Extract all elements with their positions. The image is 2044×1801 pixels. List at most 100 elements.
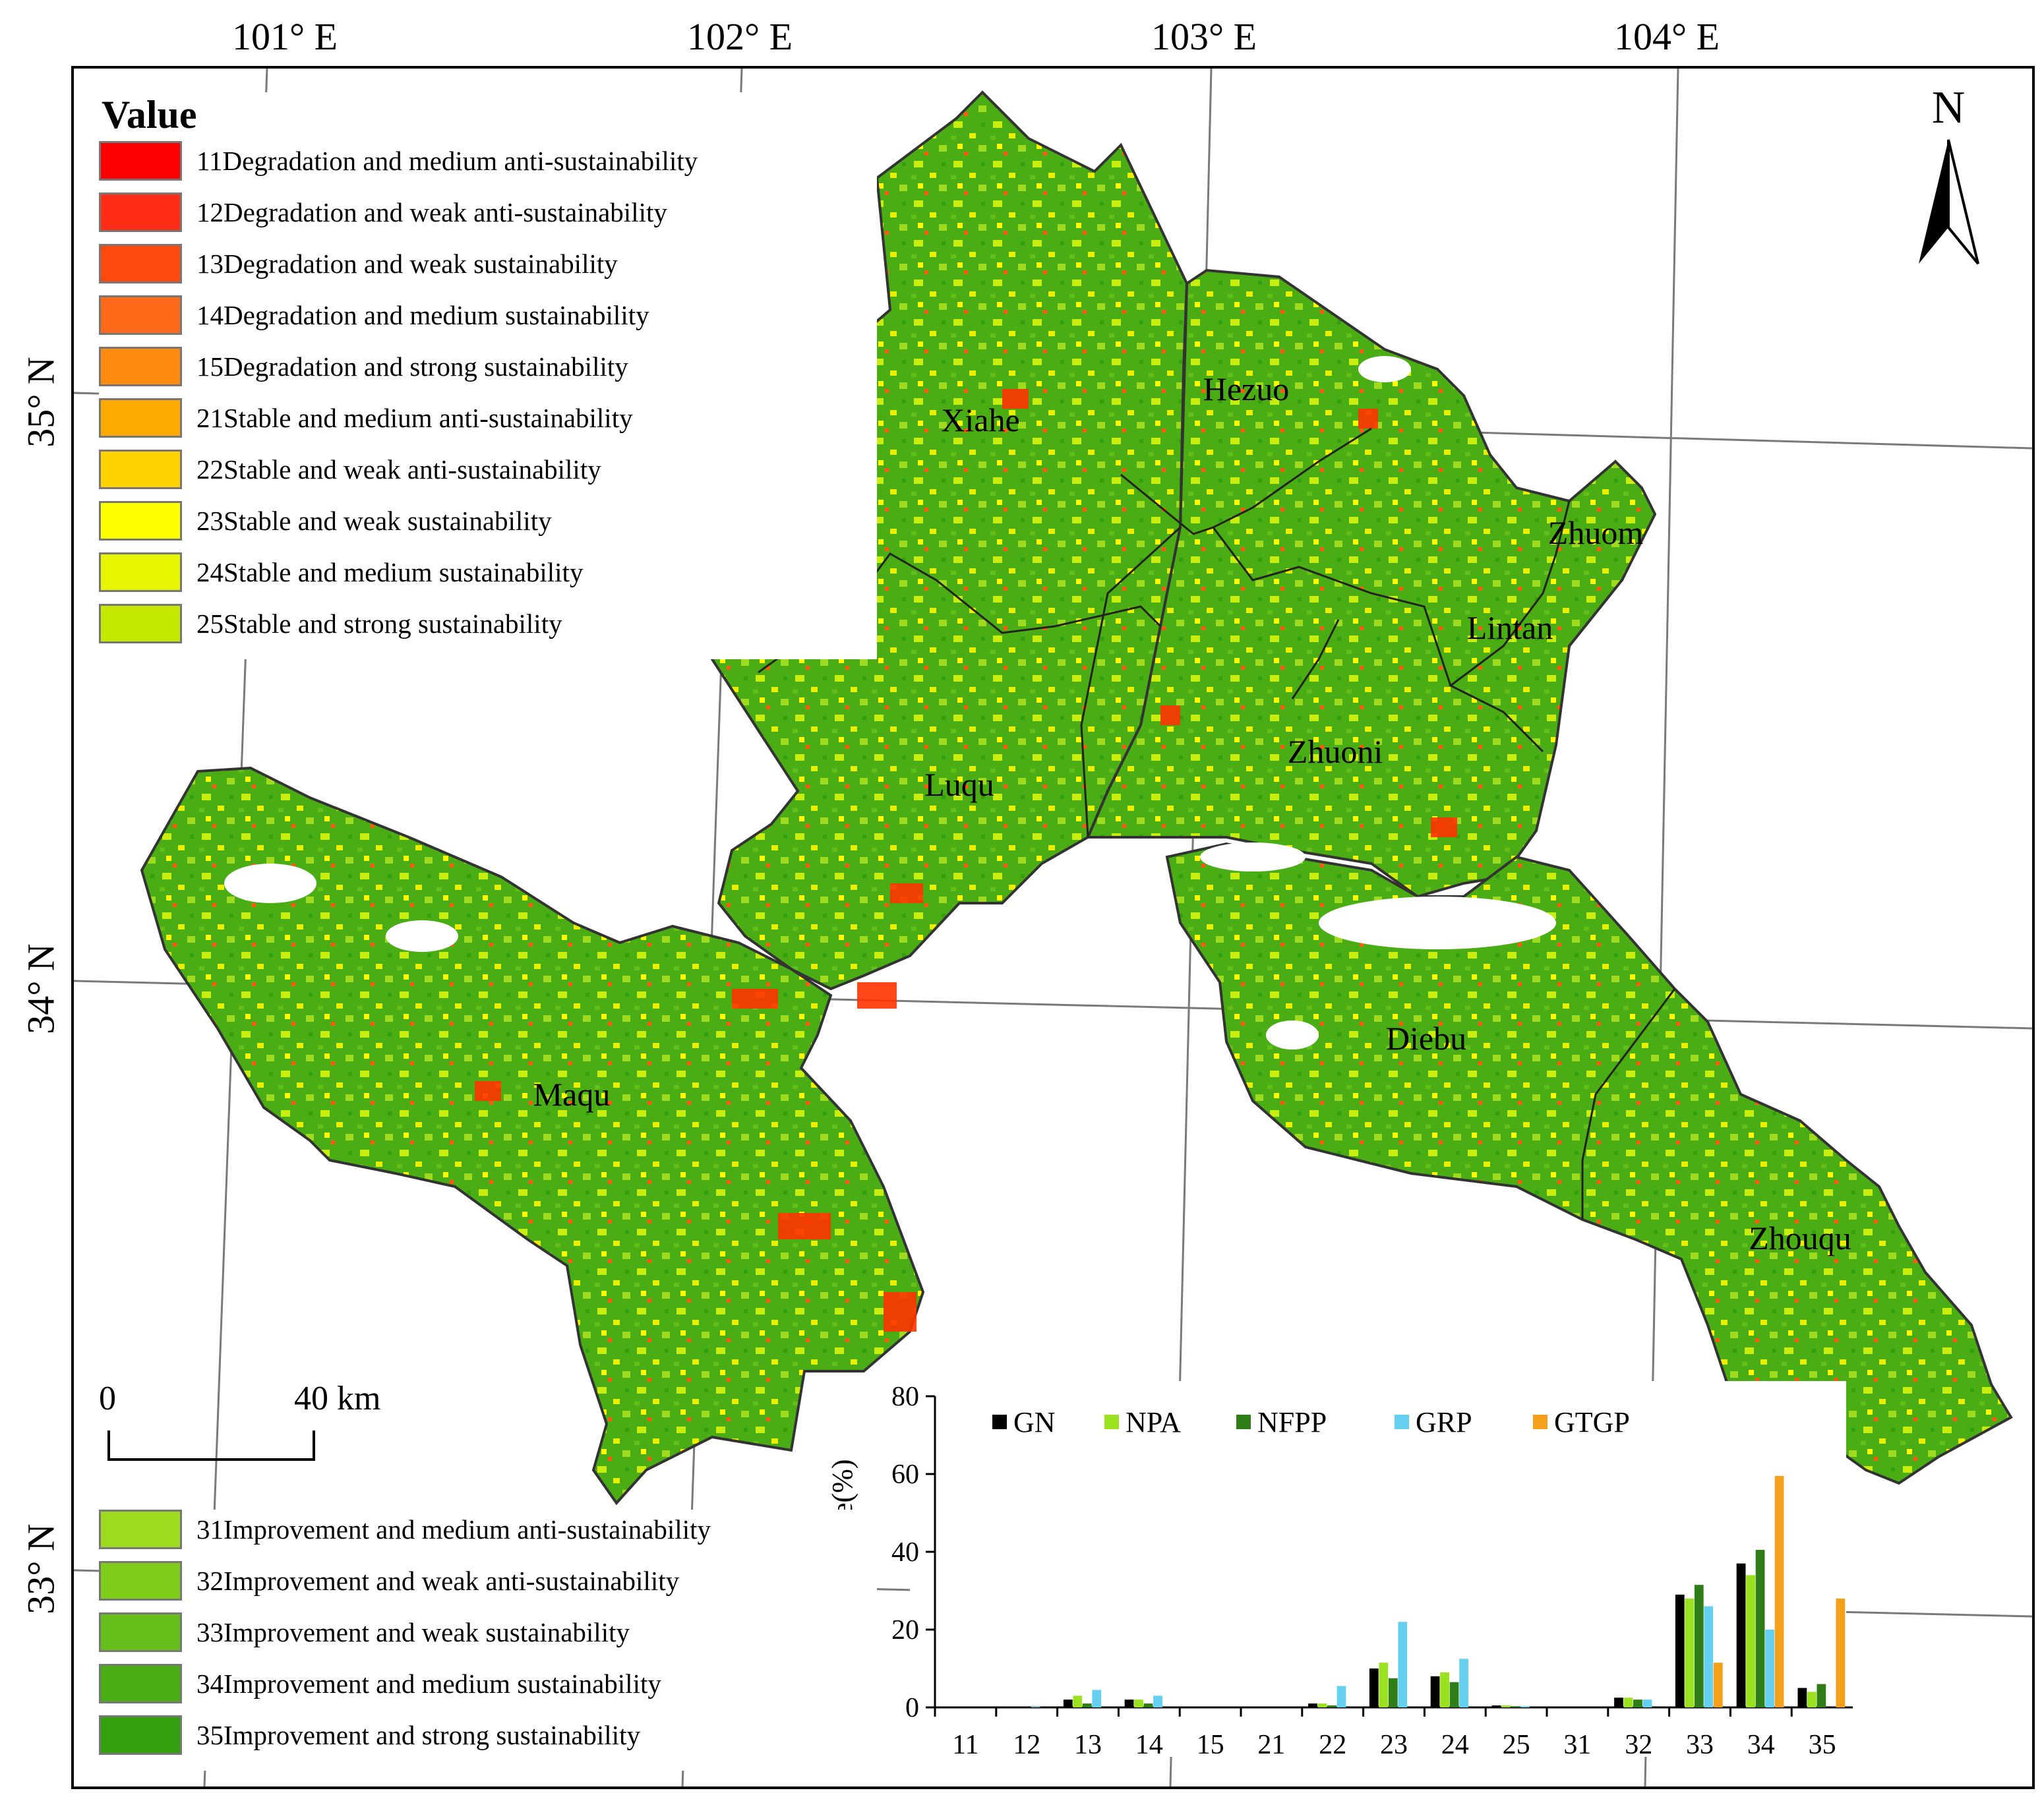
longitude-label-104: 104° E <box>1613 15 1720 58</box>
legend-label: 21Stable and medium anti-sustainability <box>196 403 633 433</box>
legend-swatch <box>99 450 182 489</box>
chart-x-tick-label: 24 <box>1441 1730 1469 1760</box>
chart-bar-GTGP-33 <box>1713 1663 1723 1707</box>
chart-x-tick-label: 32 <box>1625 1730 1652 1760</box>
chart-bar-NPA-23 <box>1379 1663 1389 1707</box>
legend-label: 12Degradation and weak anti-sustainabili… <box>196 197 667 227</box>
legend-label: 23Stable and weak sustainability <box>196 506 552 536</box>
legend-swatch <box>99 1561 182 1601</box>
chart-y-tick-label: 40 <box>891 1537 919 1568</box>
chart-x-tick-label: 15 <box>1197 1730 1224 1760</box>
chart-bar-NPA-32 <box>1623 1698 1633 1707</box>
no-data-areas <box>224 356 1556 1049</box>
legend-swatch <box>99 295 182 335</box>
chart-bar-NPA-14 <box>1134 1699 1143 1707</box>
chart-x-tick-label: 14 <box>1135 1730 1163 1760</box>
chart-y-tick-label: 0 <box>905 1693 919 1723</box>
chart-bar-NPA-22 <box>1317 1703 1327 1707</box>
chart-x-tick-label: 25 <box>1503 1730 1530 1760</box>
chart-bar-NFPP-14 <box>1143 1703 1153 1707</box>
legend-swatch <box>99 1510 182 1549</box>
chart-x-tick-label: 31 <box>1563 1730 1591 1760</box>
legend-label: 31Improvement and medium anti-sustainabi… <box>196 1514 711 1545</box>
chart-x-tick-label: 23 <box>1380 1730 1408 1760</box>
chart-bar-GN-14 <box>1124 1699 1134 1707</box>
chart-tick-labels: 0 20 40 60 80 11 12 13 14 15 21 22 23 24 25 31 32 33 34 35 <box>891 1382 1836 1760</box>
legend-label: 33Improvement and weak sustainability <box>196 1617 630 1647</box>
degradation-hotspots <box>475 389 1457 1332</box>
longitude-label-102: 102° E <box>686 15 793 58</box>
chart-bar-GRP-33 <box>1704 1606 1714 1707</box>
legend-swatch <box>99 347 182 386</box>
county-label-lintan: Lintan <box>1466 609 1553 646</box>
chart-bar-GRP-14 <box>1153 1696 1162 1707</box>
region-diebu-zhouqu <box>1165 842 2013 1485</box>
legend-swatch <box>99 1612 182 1652</box>
chart-legend-label: NPA <box>1126 1406 1181 1438</box>
chart-bar-GN-32 <box>1614 1698 1623 1707</box>
chart-x-tick-label: 13 <box>1074 1730 1102 1760</box>
chart-bar-GTGP-34 <box>1774 1475 1784 1707</box>
chart-legend-swatch <box>1395 1415 1409 1429</box>
chart-bar-GTGP-35 <box>1836 1598 1846 1707</box>
latitude-label-35: 35° N <box>19 357 63 448</box>
map-frame <box>71 66 2035 1789</box>
chart-y-tick-label: 60 <box>891 1460 919 1490</box>
legend-label: 32Improvement and weak anti-sustainabili… <box>196 1566 680 1596</box>
north-arrow-icon <box>1919 139 1979 265</box>
latitude-label-34: 34° N <box>19 943 63 1034</box>
region-hezuo-zhuoni <box>1085 268 1657 899</box>
chart-bar-GN-25 <box>1491 1705 1501 1707</box>
chart-legend-label: NFPP <box>1257 1406 1327 1438</box>
chart-x-tick-label: 33 <box>1686 1730 1714 1760</box>
chart-x-tick-label: 12 <box>1013 1730 1040 1760</box>
chart-legend: GN NPA NFPP GRP GTGP <box>992 1405 1718 1442</box>
chart-bar-NFPP-23 <box>1388 1678 1398 1707</box>
legend-label: 24Stable and medium sustainability <box>196 557 584 587</box>
scale-bar-end-label: 40 km <box>294 1380 381 1417</box>
longitude-label-103: 103° E <box>1151 15 1257 58</box>
chart-legend-swatch <box>992 1415 1007 1429</box>
chart-legend-swatch <box>1533 1415 1548 1429</box>
legend-title: Value <box>102 93 197 136</box>
legend-swatch <box>99 501 182 541</box>
legend-swatch <box>99 1715 182 1755</box>
legend-label: 35Improvement and strong sustainability <box>196 1720 640 1750</box>
chart-bar-NPA-33 <box>1685 1598 1695 1707</box>
legend-swatch <box>99 552 182 592</box>
legend-label: 15Degradation and strong sustainability <box>196 351 628 382</box>
north-label: N <box>1931 82 1966 133</box>
legend-swatch <box>99 604 182 643</box>
region-maqu <box>140 766 925 1506</box>
legend-panel-bottom: 31Improvement and medium anti-sustainabi… <box>99 1510 877 1771</box>
chart-x-tick-label: 11 <box>952 1730 978 1760</box>
chart-bar-NFPP-24 <box>1449 1682 1459 1707</box>
legend-label: 22Stable and weak anti-sustainability <box>196 454 601 485</box>
legend-swatch <box>99 1664 182 1703</box>
scale-bar-start-label: 0 <box>99 1380 116 1417</box>
chart-bar-GN-33 <box>1675 1594 1685 1707</box>
chart-bar-NPA-34 <box>1746 1575 1755 1707</box>
chart-bar-GN-23 <box>1369 1668 1379 1707</box>
county-label-diebu: Diebu <box>1385 1020 1467 1057</box>
chart-bar-GN-35 <box>1797 1688 1807 1707</box>
county-label-zhouqu: Zhouqu <box>1749 1220 1851 1256</box>
county-label-zhuom: Zhuom <box>1548 514 1644 551</box>
chart-bar-GRP-13 <box>1092 1690 1102 1707</box>
chart-bar-GN-22 <box>1308 1703 1317 1707</box>
county-label-luqu: Luqu <box>924 766 994 803</box>
county-label-hezuo: Hezuo <box>1203 370 1290 407</box>
chart-x-tick-label: 22 <box>1319 1730 1346 1760</box>
legend-label: 25Stable and strong sustainability <box>196 608 562 639</box>
legend-swatch <box>99 244 182 283</box>
chart-bar-NFPP-35 <box>1817 1684 1826 1707</box>
chart-x-tick-label: 21 <box>1257 1730 1285 1760</box>
longitude-label-101: 101° E <box>231 15 338 58</box>
chart-bar-NFPP-22 <box>1327 1705 1337 1707</box>
latitude-label-33: 33° N <box>19 1523 63 1614</box>
chart-bar-NPA-24 <box>1440 1672 1449 1707</box>
chart-bar-GRP-24 <box>1459 1659 1468 1707</box>
chart-y-tick-label: 80 <box>891 1382 919 1412</box>
chart-bar-NFPP-33 <box>1694 1585 1704 1707</box>
